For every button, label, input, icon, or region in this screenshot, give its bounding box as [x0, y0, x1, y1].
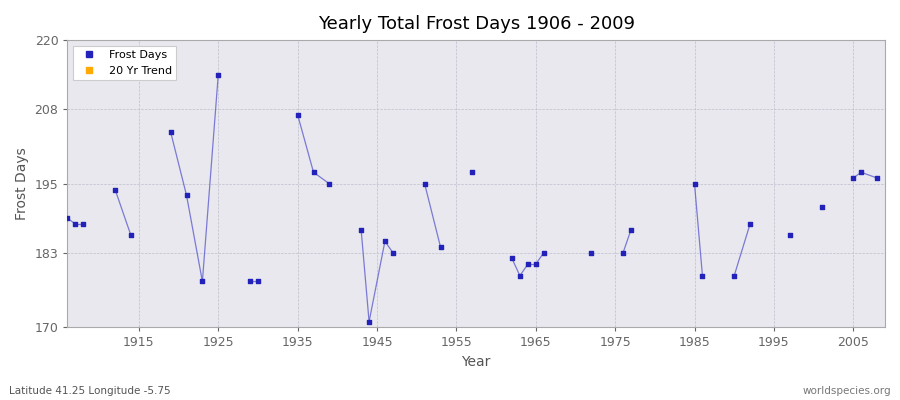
Point: [870, 175, 885, 181]
Point: [854, 169, 868, 176]
Point: [195, 278, 210, 285]
Point: [695, 272, 709, 279]
Point: [179, 192, 194, 198]
Point: [783, 232, 797, 239]
Text: Latitude 41.25 Longitude -5.75: Latitude 41.25 Longitude -5.75: [9, 386, 171, 396]
Point: [505, 255, 519, 262]
Point: [291, 112, 305, 118]
Point: [68, 221, 83, 227]
Point: [727, 272, 742, 279]
Point: [513, 272, 527, 279]
Point: [433, 244, 447, 250]
Point: [814, 204, 829, 210]
Point: [465, 169, 480, 176]
Point: [528, 261, 543, 268]
Point: [124, 232, 139, 239]
Point: [378, 238, 392, 244]
Point: [243, 278, 257, 285]
Title: Yearly Total Frost Days 1906 - 2009: Yearly Total Frost Days 1906 - 2009: [318, 15, 634, 33]
Point: [418, 180, 432, 187]
Point: [76, 221, 91, 227]
Point: [536, 250, 551, 256]
Point: [386, 250, 400, 256]
Point: [624, 226, 638, 233]
Point: [306, 169, 320, 176]
Point: [60, 215, 75, 222]
X-axis label: Year: Year: [462, 355, 490, 369]
Legend: Frost Days, 20 Yr Trend: Frost Days, 20 Yr Trend: [73, 46, 176, 80]
Point: [362, 318, 376, 325]
Point: [616, 250, 630, 256]
Point: [212, 71, 226, 78]
Y-axis label: Frost Days: Frost Days: [15, 147, 29, 220]
Point: [688, 180, 702, 187]
Point: [354, 226, 368, 233]
Point: [322, 180, 337, 187]
Point: [108, 186, 122, 193]
Text: worldspecies.org: worldspecies.org: [803, 386, 891, 396]
Point: [584, 250, 598, 256]
Point: [251, 278, 266, 285]
Point: [164, 129, 178, 135]
Point: [520, 261, 535, 268]
Point: [742, 221, 757, 227]
Point: [846, 175, 860, 181]
